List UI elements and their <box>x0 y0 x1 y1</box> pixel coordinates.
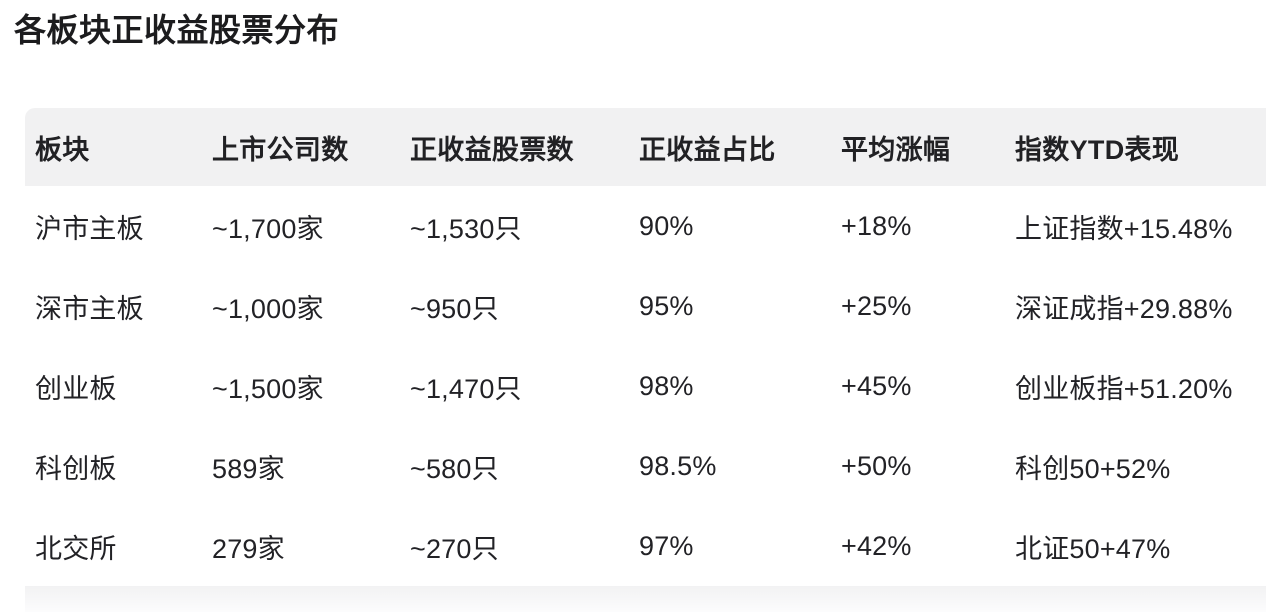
cell-avg-gain: +18% <box>841 210 912 241</box>
cell-avg-gain: +25% <box>841 290 912 321</box>
cell-positive-stocks: ~1,530只 <box>410 213 522 244</box>
cell-positive-stocks: ~270只 <box>410 533 499 564</box>
cell-listed-companies: ~1,500家 <box>212 373 324 404</box>
cell-index-ytd: 上证指数+15.48% <box>1015 213 1233 244</box>
cell-positive-ratio: 95% <box>639 290 694 321</box>
column-header-positive-ratio: 正收益占比 <box>639 134 776 165</box>
table-row: 深市主板 ~1,000家 ~950只 95% +25% 深证成指+29.88% <box>25 266 1266 346</box>
table-header-row: 板块 上市公司数 正收益股票数 正收益占比 平均涨幅 指数YTD表现 <box>25 108 1266 186</box>
cell-board: 沪市主板 <box>35 213 144 244</box>
cell-board: 深市主板 <box>35 293 144 324</box>
cell-avg-gain: +42% <box>841 530 912 561</box>
cell-listed-companies: ~1,700家 <box>212 213 324 244</box>
cell-listed-companies: 589家 <box>212 453 285 484</box>
sector-returns-table: 板块 上市公司数 正收益股票数 正收益占比 平均涨幅 指数YTD表现 沪市主板 … <box>25 108 1266 612</box>
cell-positive-stocks: ~580只 <box>410 453 499 484</box>
table-footer-strip <box>25 586 1266 612</box>
table-row: 沪市主板 ~1,700家 ~1,530只 90% +18% 上证指数+15.48… <box>25 186 1266 266</box>
column-header-avg-gain: 平均涨幅 <box>841 134 951 165</box>
column-header-board: 板块 <box>35 134 90 165</box>
cell-index-ytd: 创业板指+51.20% <box>1015 373 1233 404</box>
page-title: 各板块正收益股票分布 <box>14 12 340 48</box>
cell-positive-stocks: ~950只 <box>410 293 499 324</box>
column-header-positive-stocks: 正收益股票数 <box>410 134 574 165</box>
column-header-listed-companies: 上市公司数 <box>212 134 349 165</box>
cell-index-ytd: 科创50+52% <box>1015 453 1171 484</box>
cell-positive-ratio: 97% <box>639 530 694 561</box>
cell-index-ytd: 深证成指+29.88% <box>1015 293 1233 324</box>
table-row: 科创板 589家 ~580只 98.5% +50% 科创50+52% <box>25 426 1266 506</box>
column-header-index-ytd: 指数YTD表现 <box>1015 134 1180 165</box>
cell-positive-ratio: 98.5% <box>639 450 717 481</box>
cell-listed-companies: ~1,000家 <box>212 293 324 324</box>
cell-index-ytd: 北证50+47% <box>1015 533 1171 564</box>
table-row: 创业板 ~1,500家 ~1,470只 98% +45% 创业板指+51.20% <box>25 346 1266 426</box>
cell-positive-ratio: 98% <box>639 370 694 401</box>
cell-positive-ratio: 90% <box>639 210 694 241</box>
cell-listed-companies: 279家 <box>212 533 285 564</box>
table-row: 北交所 279家 ~270只 97% +42% 北证50+47% <box>25 506 1266 586</box>
cell-avg-gain: +50% <box>841 450 912 481</box>
cell-board: 北交所 <box>35 533 117 564</box>
cell-board: 创业板 <box>35 373 117 404</box>
cell-positive-stocks: ~1,470只 <box>410 373 522 404</box>
cell-avg-gain: +45% <box>841 370 912 401</box>
cell-board: 科创板 <box>35 453 117 484</box>
